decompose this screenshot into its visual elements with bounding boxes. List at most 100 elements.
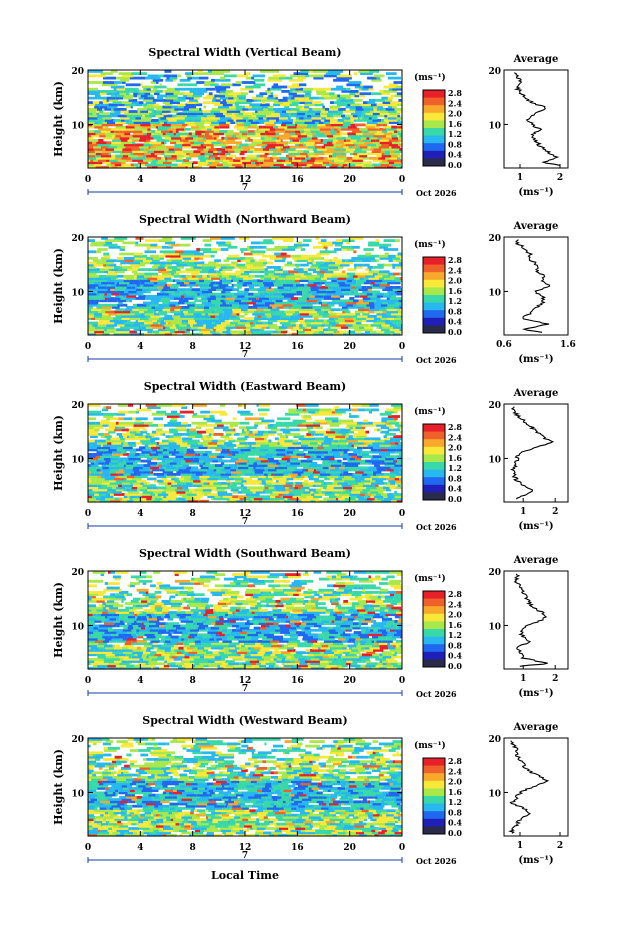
heatmap-cell: [130, 163, 135, 167]
heatmap-cell: [99, 299, 108, 303]
colorbar-frame: [422, 256, 446, 334]
heatmap-cell: [147, 94, 154, 98]
heatmap-cell: [306, 446, 314, 450]
heatmap-cell: [158, 239, 172, 242]
heatmap-cell: [265, 90, 271, 93]
heatmap-cell: [88, 410, 102, 414]
heatmap-cell: [126, 105, 131, 109]
heatmap-cell: [195, 495, 203, 499]
heatmap-cell: [305, 92, 311, 96]
heatmap-cell: [378, 127, 384, 131]
heatmap-cell: [164, 468, 172, 472]
heatmap-cell: [90, 243, 104, 247]
heatmap-cell: [397, 130, 400, 133]
heatmap-cell: [332, 290, 336, 294]
heatmap-cell: [205, 159, 215, 162]
heatmap-cell: [111, 281, 115, 285]
heatmap-cell: [222, 99, 227, 102]
heatmap-cell: [230, 464, 237, 467]
heatmap-cell: [303, 268, 309, 271]
heatmap-cell: [333, 473, 340, 476]
heatmap-cell: [303, 239, 312, 242]
heatmap-cell: [166, 268, 172, 271]
heatmap-cell: [294, 493, 301, 496]
heatmap-cell: [137, 92, 145, 96]
heatmap-cell: [152, 330, 160, 334]
heatmap-cell: [269, 326, 279, 329]
heatmap-cell: [138, 96, 144, 100]
heatmap-cell: [117, 323, 125, 327]
heatmap-cell: [208, 156, 211, 160]
heatmap-cell: [172, 332, 178, 336]
heatmap-cell: [398, 261, 402, 265]
heatmap-cell: [298, 319, 305, 323]
heatmap-cell: [221, 290, 226, 294]
heatmap-cell: [178, 261, 187, 265]
heatmap-cell: [238, 279, 243, 283]
heatmap-cell: [370, 408, 379, 412]
heatmap-cell: [180, 134, 188, 138]
heatmap-cell: [133, 272, 145, 276]
heatmap-cell: [296, 116, 300, 120]
heatmap-cell: [281, 107, 291, 111]
colorbar-band: [423, 302, 445, 311]
heatmap-cell: [88, 426, 94, 430]
heatmap-cell: [352, 245, 360, 249]
heatmap-cell: [376, 294, 384, 298]
heatmap-cell: [244, 444, 250, 447]
heatmap-cell: [200, 152, 205, 156]
heatmap-cell: [232, 319, 240, 323]
heatmap-cell: [302, 417, 312, 421]
heatmap-cell: [102, 99, 107, 102]
heatmap-cell: [101, 83, 116, 87]
heatmap-cell: [379, 245, 388, 249]
heatmap-cell: [265, 123, 276, 127]
heatmap-cell: [295, 119, 306, 122]
heatmap-cell: [185, 315, 195, 318]
heatmap-cell: [306, 457, 315, 461]
heatmap-cell: [194, 290, 202, 294]
heatmap-cell: [287, 461, 291, 465]
heatmap-cell: [88, 499, 97, 503]
heatmap-cell: [114, 266, 123, 269]
heatmap-cell: [276, 490, 283, 494]
heatmap-cell: [190, 266, 194, 269]
heatmap-cell: [266, 450, 278, 454]
heatmap-cell: [131, 270, 138, 274]
heatmap-cell: [192, 484, 202, 487]
heatmap-cell: [104, 156, 116, 160]
heatmap-cell: [206, 163, 218, 167]
heatmap-cell: [228, 96, 234, 100]
heatmap-cell: [266, 482, 272, 485]
heatmap-cell: [135, 459, 141, 463]
heatmap-cell: [367, 288, 372, 291]
heatmap-cell: [152, 277, 158, 280]
heatmap-cell: [386, 308, 397, 312]
heatmap-cell: [350, 116, 358, 120]
heatmap-cell: [282, 482, 286, 485]
heatmap-cell: [175, 130, 179, 133]
heatmap-cell: [207, 274, 210, 278]
heatmap-cell: [315, 319, 324, 323]
heatmap-cell: [197, 441, 209, 445]
heatmap-cell: [352, 323, 364, 327]
heatmap-cell: [161, 495, 164, 499]
heatmap-cell: [329, 130, 337, 133]
heatmap-cell: [191, 326, 198, 329]
heatmap-cell: [121, 428, 129, 432]
heatmap-cell: [337, 156, 347, 160]
heatmap-cell: [127, 455, 132, 458]
heatmap-cell: [189, 154, 199, 158]
heatmap-cell: [350, 455, 357, 458]
heatmap-cell: [185, 96, 192, 100]
heatmap-cell: [222, 288, 233, 291]
heatmap-cell: [301, 274, 307, 278]
heatmap-cell: [158, 482, 168, 485]
heatmap-cell: [299, 310, 309, 314]
heatmap-cell: [169, 297, 174, 300]
heatmap-cell: [277, 101, 284, 104]
heatmap-cell: [306, 495, 314, 499]
heatmap-cell: [139, 446, 146, 450]
heatmap-cell: [155, 145, 166, 149]
heatmap-cell: [163, 455, 169, 458]
